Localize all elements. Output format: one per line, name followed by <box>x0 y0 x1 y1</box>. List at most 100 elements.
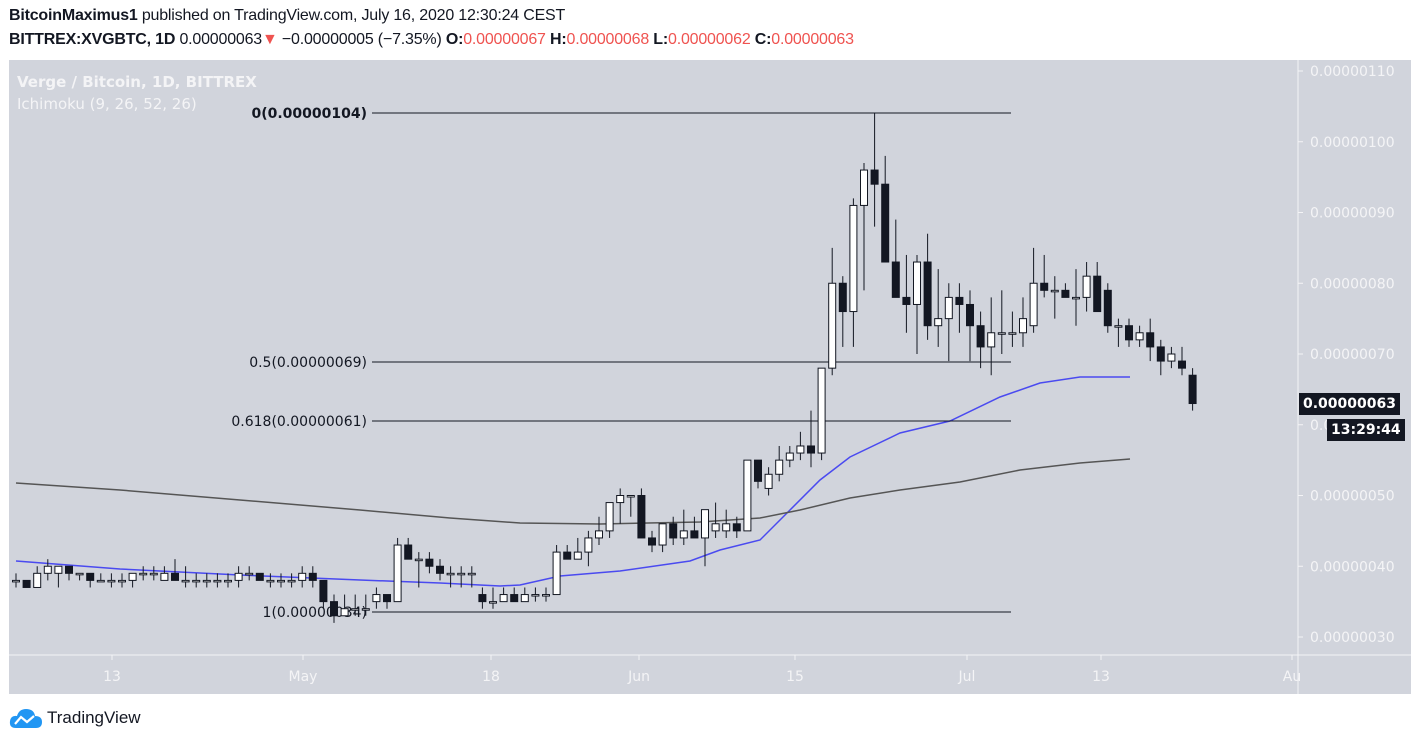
candle-up[interactable] <box>107 579 116 583</box>
candle-up[interactable] <box>43 565 52 574</box>
candle-down[interactable] <box>478 594 487 603</box>
candle-up[interactable] <box>245 572 254 576</box>
candle-up[interactable] <box>361 608 370 611</box>
candle-up[interactable] <box>128 572 137 581</box>
candle-up[interactable] <box>997 332 1006 335</box>
candle-down[interactable] <box>1156 346 1165 362</box>
candle-down[interactable] <box>436 565 444 574</box>
candle-up[interactable] <box>987 332 996 348</box>
candle-down[interactable] <box>1178 360 1186 369</box>
candle-up[interactable] <box>552 551 561 596</box>
candle-up[interactable] <box>626 495 635 498</box>
candle-up[interactable] <box>913 261 921 305</box>
candle-up[interactable] <box>595 530 603 539</box>
candle-down[interactable] <box>966 303 974 327</box>
candle-down[interactable] <box>754 459 762 482</box>
candle-up[interactable] <box>287 579 296 583</box>
candle-up[interactable] <box>372 594 381 603</box>
candle-up[interactable] <box>139 572 148 576</box>
candle-down[interactable] <box>383 594 391 603</box>
candle-up[interactable] <box>584 537 593 553</box>
candle-up[interactable] <box>340 608 349 617</box>
candle-up[interactable] <box>849 204 858 313</box>
candle-down[interactable] <box>1040 282 1049 291</box>
candle-up[interactable] <box>1072 296 1080 300</box>
candle-up[interactable] <box>775 459 784 475</box>
candle-down[interactable] <box>881 183 890 263</box>
candle-up[interactable] <box>1050 289 1059 293</box>
candle-up[interactable] <box>860 169 868 206</box>
candle-up[interactable] <box>118 579 126 583</box>
candle-up[interactable] <box>679 530 688 539</box>
candle-up[interactable] <box>1082 275 1091 298</box>
candle-up[interactable] <box>764 473 773 489</box>
candle-up[interactable] <box>33 572 42 588</box>
candle-down[interactable] <box>1146 332 1155 348</box>
candle-down[interactable] <box>255 572 264 581</box>
candle-up[interactable] <box>701 509 709 539</box>
candle-down[interactable] <box>1061 289 1070 298</box>
candle-up[interactable] <box>457 572 466 576</box>
candle-up[interactable] <box>573 551 582 560</box>
chart-area[interactable] <box>9 60 1411 694</box>
candle-down[interactable] <box>22 579 31 588</box>
candle-down[interactable] <box>669 523 678 539</box>
candle-down[interactable] <box>65 565 73 574</box>
candle-down[interactable] <box>319 579 328 603</box>
candle-up[interactable] <box>1135 332 1144 341</box>
candle-down[interactable] <box>563 551 572 560</box>
candle-up[interactable] <box>160 572 169 581</box>
candle-up[interactable] <box>467 572 476 576</box>
candle-up[interactable] <box>224 579 232 583</box>
candle-down[interactable] <box>976 325 985 348</box>
candle-up[interactable] <box>1008 332 1017 335</box>
candle-up[interactable] <box>1029 282 1038 327</box>
candle-up[interactable] <box>542 594 550 597</box>
candle-up[interactable] <box>605 502 614 532</box>
candle-down[interactable] <box>510 594 519 603</box>
candle-down[interactable] <box>404 544 413 560</box>
candle-down[interactable] <box>330 601 338 617</box>
candle-up[interactable] <box>711 523 720 532</box>
candle-down[interactable] <box>838 282 847 313</box>
candle-up[interactable] <box>446 572 455 576</box>
candle-up[interactable] <box>796 445 805 454</box>
candle-up[interactable] <box>817 367 826 454</box>
candle-down[interactable] <box>1188 374 1197 405</box>
candle-up[interactable] <box>934 318 943 327</box>
candle-up[interactable] <box>393 544 402 603</box>
candle-up[interactable] <box>96 579 105 583</box>
tradingview-logo[interactable]: TradingView <box>9 706 141 730</box>
candle-up[interactable] <box>54 565 63 574</box>
candle-up[interactable] <box>149 572 158 576</box>
candle-up[interactable] <box>722 523 731 532</box>
candle-up[interactable] <box>266 579 275 583</box>
candle-down[interactable] <box>637 495 646 539</box>
candle-up[interactable] <box>944 296 953 320</box>
candle-down[interactable] <box>732 523 741 532</box>
candle-up[interactable] <box>828 282 837 369</box>
candle-down[interactable] <box>807 445 815 454</box>
candle-up[interactable] <box>277 579 285 583</box>
candle-up[interactable] <box>298 572 307 581</box>
candle-down[interactable] <box>902 296 911 305</box>
candle-up[interactable] <box>743 459 752 532</box>
candle-down[interactable] <box>425 558 434 567</box>
candle-down[interactable] <box>1093 275 1102 313</box>
candle-down[interactable] <box>171 572 179 581</box>
candle-up[interactable] <box>181 579 190 583</box>
candle-up[interactable] <box>531 594 540 597</box>
candle-up[interactable] <box>213 579 222 583</box>
candle-down[interactable] <box>870 169 879 185</box>
candle-up[interactable] <box>351 608 360 611</box>
candle-down[interactable] <box>1125 325 1133 341</box>
candle-down[interactable] <box>891 261 900 298</box>
candle-up[interactable] <box>75 572 84 576</box>
candle-up[interactable] <box>1114 325 1123 328</box>
candle-down[interactable] <box>1103 289 1112 327</box>
candle-up[interactable] <box>499 594 508 603</box>
candle-up[interactable] <box>785 452 794 461</box>
candle-down[interactable] <box>86 572 95 581</box>
candle-up[interactable] <box>234 572 243 581</box>
candle-up[interactable] <box>192 579 201 583</box>
